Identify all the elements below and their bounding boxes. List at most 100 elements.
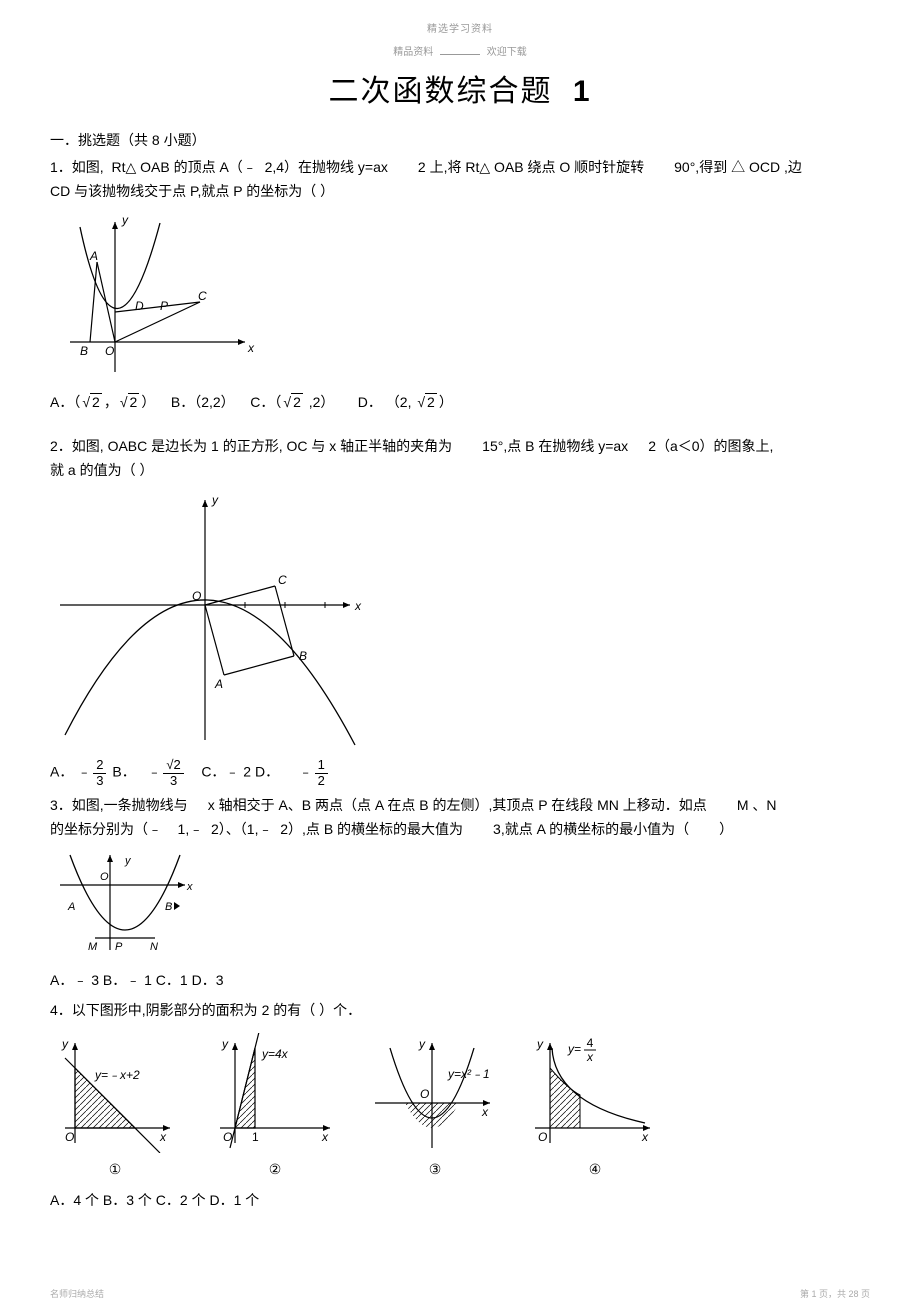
svg-text:D: D [135, 299, 144, 313]
svg-text:P: P [115, 941, 123, 953]
sub-left: 精品资料 [393, 47, 433, 58]
footer-right: 第 1 页，共 28 页 [800, 1287, 870, 1300]
q2-l1b: 15°,点 B 在抛物线 y=ax [482, 435, 628, 459]
question-4: 4．以下图形中,阴影部分的面积为 2 的有（ ）个． [50, 999, 870, 1023]
q2-optA: A． [50, 764, 73, 780]
svg-text:x: x [586, 1050, 594, 1064]
q1-figure: x y O A B D P C [50, 212, 870, 382]
q1-optC-pre: C．（ [250, 394, 281, 410]
q2-neg1: ﹣ [77, 764, 91, 780]
q2-optCD: C．﹣ 2 D． [201, 764, 279, 780]
q3-figure: O y x A B M P N [50, 850, 870, 960]
q1-optB: B．（2,2） [171, 394, 235, 410]
svg-text:x: x [159, 1130, 167, 1144]
q2-d-den: 2 [315, 774, 328, 788]
svg-text:y: y [536, 1037, 544, 1051]
q1-l1a: 1．如图, Rt△ OAB 的顶点 A（﹣ 2,4）在抛物线 y=ax [50, 156, 388, 180]
sub-underline [440, 54, 480, 55]
svg-text:A: A [214, 677, 223, 691]
svg-text:O: O [105, 344, 114, 358]
q4-fig4: O x y y= 4 x ④ [530, 1033, 660, 1178]
q4-fig3: O x y y=x²﹣1 ③ [370, 1033, 500, 1178]
svg-text:x: x [247, 341, 255, 355]
q4-figures: O x y y=﹣x+2 ① O 1 x y y=4x [50, 1033, 870, 1178]
q4-options: A．4 个 B．3 个 C．2 个 D．1 个 [50, 1188, 870, 1213]
q2-b-den: 3 [163, 774, 183, 788]
q3-l1b: x 轴相交于 A、B 两点（点 A 在点 B 的左侧）,其顶点 P 在线段 MN… [208, 794, 707, 818]
svg-text:y: y [61, 1037, 69, 1051]
q2-a-den: 3 [93, 774, 106, 788]
svg-text:y: y [211, 493, 219, 507]
svg-text:4: 4 [587, 1036, 594, 1050]
svg-text:O: O [538, 1130, 547, 1144]
q2-figure: x y O C B A [50, 490, 870, 750]
svg-text:O: O [420, 1087, 429, 1101]
svg-text:C: C [278, 573, 287, 587]
footer-left: 名师归纳总结 [50, 1287, 104, 1300]
q1-l2: CD 与该抛物线交于点 P,就点 P 的坐标为（ ） [50, 180, 870, 204]
svg-text:x: x [641, 1130, 649, 1144]
svg-text:x: x [186, 881, 193, 893]
sub-right: 欢迎下载 [487, 47, 527, 58]
svg-text:C: C [198, 289, 207, 303]
q1-optA-pre: A．（ [50, 394, 80, 410]
section-heading: 一．挑选题（共 8 小题） [50, 130, 870, 150]
question-1: 1．如图, Rt△ OAB 的顶点 A（﹣ 2,4）在抛物线 y=ax 2 上,… [50, 156, 870, 204]
q2-optB: B． [112, 764, 135, 780]
q3-l1a: 3．如图,一条抛物线与 [50, 794, 188, 818]
svg-text:O: O [100, 871, 109, 883]
q2-a-num: 2 [93, 758, 106, 773]
svg-text:P: P [160, 299, 168, 313]
q3-l1c: M 、N [737, 794, 777, 818]
svg-text:O: O [223, 1130, 232, 1144]
svg-text:O: O [65, 1130, 74, 1144]
question-3: 3．如图,一条抛物线与 x 轴相交于 A、B 两点（点 A 在点 B 的左侧）,… [50, 794, 870, 842]
q2-b-num: √2 [163, 758, 183, 773]
svg-text:M: M [88, 941, 98, 953]
svg-text:y=4x: y=4x [261, 1047, 289, 1061]
q3-l2c: ） [719, 818, 733, 842]
q3-options: A．﹣ 3 B．﹣ 1 C．1 D．3 [50, 968, 870, 993]
title-num: 1 [573, 75, 592, 108]
svg-text:A: A [67, 901, 75, 913]
q1-optD-pre: D． （2, [358, 394, 416, 410]
question-2: 2．如图, OABC 是边长为 1 的正方形, OC 与 x 轴正半轴的夹角为 … [50, 435, 870, 483]
svg-text:N: N [150, 941, 158, 953]
svg-text:y: y [124, 855, 132, 867]
svg-text:y=x²﹣1: y=x²﹣1 [447, 1067, 490, 1081]
svg-text:y: y [121, 213, 129, 227]
q2-l1a: 2．如图, OABC 是边长为 1 的正方形, OC 与 x 轴正半轴的夹角为 [50, 435, 452, 459]
q2-d-num: 1 [315, 758, 328, 773]
q3-l2b: 3,就点 A 的横坐标的最小值为（ [493, 818, 689, 842]
q4-label2: ② [210, 1161, 340, 1178]
svg-text:A: A [89, 249, 98, 263]
q4-label4: ④ [530, 1161, 660, 1178]
svg-text:x: x [321, 1130, 329, 1144]
q1-optA-post: ） [141, 394, 155, 410]
q3-l2a: 的坐标分别为（﹣ 1,﹣ 2）、（1,﹣ 2）,点 B 的横坐标的最大值为 [50, 818, 463, 842]
q4-fig2: O 1 x y y=4x ② [210, 1033, 340, 1178]
top-meta: 精选学习资料 [50, 20, 870, 35]
svg-text:B: B [165, 901, 172, 913]
q1-l1b: 2 上,将 Rt△ OAB 绕点 O 顺时针旋转 [418, 156, 644, 180]
q2-l1c: 2（a＜0）的图象上, [648, 435, 773, 459]
svg-text:y: y [221, 1037, 229, 1051]
q4-label3: ③ [370, 1161, 500, 1178]
sub-meta: 精品资料 欢迎下载 [50, 43, 870, 58]
svg-text:x: x [354, 599, 362, 613]
page-title: 二次函数综合题 1 [50, 66, 870, 110]
title-text: 二次函数综合题 [328, 75, 552, 108]
q1-optD-post: ） [439, 394, 453, 410]
q1-l1c: 90°,得到 △ OCD ,边 [674, 156, 802, 180]
q2-neg3: ﹣ [299, 764, 313, 780]
q1-options: A．（2，2） B．（2,2） C．（2 ,2） D． （2, 2） [50, 390, 870, 415]
svg-text:y=﹣x+2: y=﹣x+2 [94, 1068, 140, 1082]
q2-neg2: ﹣ [147, 764, 161, 780]
q4-label1: ① [50, 1161, 180, 1178]
q2-options: A． ﹣23 B． ﹣√23 C．﹣ 2 D． ﹣12 [50, 758, 870, 788]
q4-fig1: O x y y=﹣x+2 ① [50, 1033, 180, 1178]
svg-text:y=: y= [567, 1042, 581, 1056]
svg-text:B: B [80, 344, 88, 358]
svg-text:y: y [418, 1037, 426, 1051]
q1-optA-mid: ， [104, 394, 118, 410]
